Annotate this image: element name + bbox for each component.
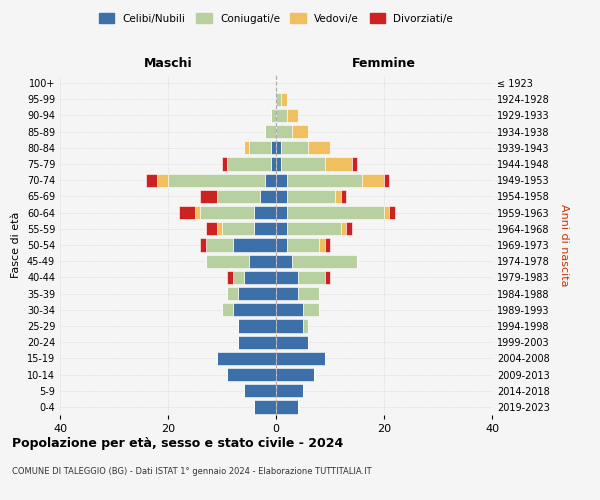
Bar bbox=[281, 141, 308, 154]
Bar bbox=[298, 287, 319, 300]
Bar bbox=[254, 222, 276, 235]
Bar bbox=[238, 320, 276, 332]
Bar bbox=[276, 254, 292, 268]
Bar bbox=[276, 352, 325, 365]
Bar bbox=[287, 238, 319, 252]
Text: Maschi: Maschi bbox=[143, 57, 193, 70]
Bar bbox=[206, 222, 217, 235]
Bar bbox=[222, 303, 233, 316]
Bar bbox=[276, 92, 281, 106]
Bar bbox=[287, 174, 362, 187]
Bar bbox=[276, 320, 303, 332]
Y-axis label: Fasce di età: Fasce di età bbox=[11, 212, 21, 278]
Bar bbox=[287, 109, 298, 122]
Bar bbox=[287, 206, 384, 220]
Bar bbox=[287, 222, 341, 235]
Bar bbox=[276, 303, 303, 316]
Bar bbox=[276, 109, 287, 122]
Bar bbox=[217, 190, 260, 203]
Bar bbox=[276, 368, 314, 381]
Bar bbox=[341, 190, 346, 203]
Bar bbox=[195, 206, 200, 220]
Bar bbox=[206, 238, 233, 252]
Bar bbox=[276, 206, 287, 220]
Bar bbox=[249, 254, 276, 268]
Bar bbox=[222, 158, 227, 170]
Bar bbox=[200, 206, 254, 220]
Bar bbox=[244, 270, 276, 284]
Bar bbox=[325, 238, 330, 252]
Bar bbox=[298, 270, 325, 284]
Text: COMUNE DI TALEGGIO (BG) - Dati ISTAT 1° gennaio 2024 - Elaborazione TUTTITALIA.I: COMUNE DI TALEGGIO (BG) - Dati ISTAT 1° … bbox=[12, 468, 371, 476]
Bar bbox=[287, 190, 335, 203]
Bar bbox=[238, 287, 276, 300]
Bar bbox=[319, 238, 325, 252]
Bar bbox=[276, 190, 287, 203]
Bar bbox=[303, 320, 308, 332]
Bar bbox=[233, 238, 276, 252]
Bar bbox=[146, 174, 157, 187]
Bar bbox=[292, 254, 357, 268]
Bar bbox=[281, 92, 287, 106]
Bar bbox=[384, 206, 389, 220]
Bar bbox=[238, 336, 276, 349]
Bar bbox=[233, 303, 276, 316]
Bar bbox=[325, 270, 330, 284]
Bar bbox=[325, 158, 352, 170]
Bar bbox=[233, 270, 244, 284]
Bar bbox=[271, 158, 276, 170]
Bar bbox=[276, 158, 281, 170]
Bar bbox=[352, 158, 357, 170]
Bar bbox=[362, 174, 384, 187]
Y-axis label: Anni di nascita: Anni di nascita bbox=[559, 204, 569, 286]
Bar bbox=[217, 352, 276, 365]
Bar bbox=[254, 206, 276, 220]
Bar bbox=[260, 190, 276, 203]
Bar bbox=[335, 190, 341, 203]
Bar bbox=[168, 174, 265, 187]
Legend: Celibi/Nubili, Coniugati/e, Vedovi/e, Divorziati/e: Celibi/Nubili, Coniugati/e, Vedovi/e, Di… bbox=[95, 10, 457, 26]
Bar bbox=[276, 287, 298, 300]
Bar bbox=[276, 384, 303, 398]
Bar bbox=[249, 141, 271, 154]
Bar bbox=[200, 238, 206, 252]
Bar bbox=[179, 206, 195, 220]
Bar bbox=[271, 109, 276, 122]
Bar bbox=[389, 206, 395, 220]
Bar bbox=[276, 174, 287, 187]
Bar bbox=[244, 141, 249, 154]
Bar bbox=[384, 174, 389, 187]
Bar bbox=[265, 125, 276, 138]
Bar bbox=[157, 174, 168, 187]
Bar bbox=[200, 190, 217, 203]
Bar bbox=[265, 174, 276, 187]
Bar bbox=[303, 303, 319, 316]
Bar bbox=[308, 141, 330, 154]
Text: Femmine: Femmine bbox=[352, 57, 416, 70]
Bar bbox=[227, 270, 233, 284]
Bar bbox=[276, 238, 287, 252]
Bar bbox=[206, 254, 249, 268]
Bar bbox=[227, 158, 271, 170]
Bar bbox=[271, 141, 276, 154]
Bar bbox=[341, 222, 346, 235]
Bar bbox=[222, 222, 254, 235]
Bar bbox=[227, 287, 238, 300]
Bar bbox=[276, 400, 298, 413]
Bar bbox=[346, 222, 352, 235]
Bar bbox=[292, 125, 308, 138]
Bar bbox=[254, 400, 276, 413]
Bar bbox=[276, 125, 292, 138]
Text: Popolazione per età, sesso e stato civile - 2024: Popolazione per età, sesso e stato civil… bbox=[12, 438, 343, 450]
Bar bbox=[217, 222, 222, 235]
Bar bbox=[276, 141, 281, 154]
Bar bbox=[281, 158, 325, 170]
Bar bbox=[227, 368, 276, 381]
Bar bbox=[276, 270, 298, 284]
Bar bbox=[276, 336, 308, 349]
Bar bbox=[244, 384, 276, 398]
Bar bbox=[276, 222, 287, 235]
